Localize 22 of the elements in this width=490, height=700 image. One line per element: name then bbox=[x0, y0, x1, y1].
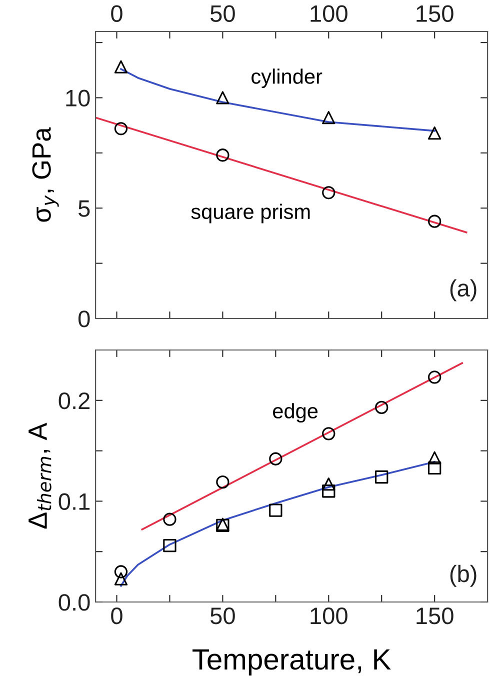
y-tick-label: 0.0 bbox=[58, 594, 90, 611]
series-label: cylinder bbox=[252, 68, 322, 88]
y-tick-label: 10 bbox=[66, 90, 90, 107]
x-tick-label: 150 bbox=[416, 5, 454, 22]
annotation: (b) bbox=[450, 564, 476, 587]
x-tick-label: 100 bbox=[310, 5, 348, 22]
y-tick-label: 0 bbox=[78, 310, 90, 328]
y-axis-title: Δ$_{therm}$, A bbox=[28, 422, 52, 529]
x-tick-label: 50 bbox=[210, 5, 235, 22]
y-axis-title: σ$_{y}$, GPa bbox=[32, 127, 59, 222]
y-tick-label: 0.2 bbox=[58, 392, 90, 410]
x-tick-label: 100 bbox=[310, 607, 348, 624]
x-axis-title: Temperature, K bbox=[192, 649, 391, 676]
y-tick-label: 0.1 bbox=[58, 493, 90, 510]
x-tick-label: 0 bbox=[111, 5, 122, 22]
series-label: square prism bbox=[191, 204, 310, 224]
x-tick-label: 50 bbox=[210, 607, 235, 624]
annotation: (a) bbox=[450, 279, 476, 302]
y-tick-label: 5 bbox=[78, 200, 90, 217]
x-tick-label: 0 bbox=[111, 607, 122, 624]
series-label: edge bbox=[273, 403, 318, 423]
x-tick-label: 150 bbox=[416, 607, 454, 624]
